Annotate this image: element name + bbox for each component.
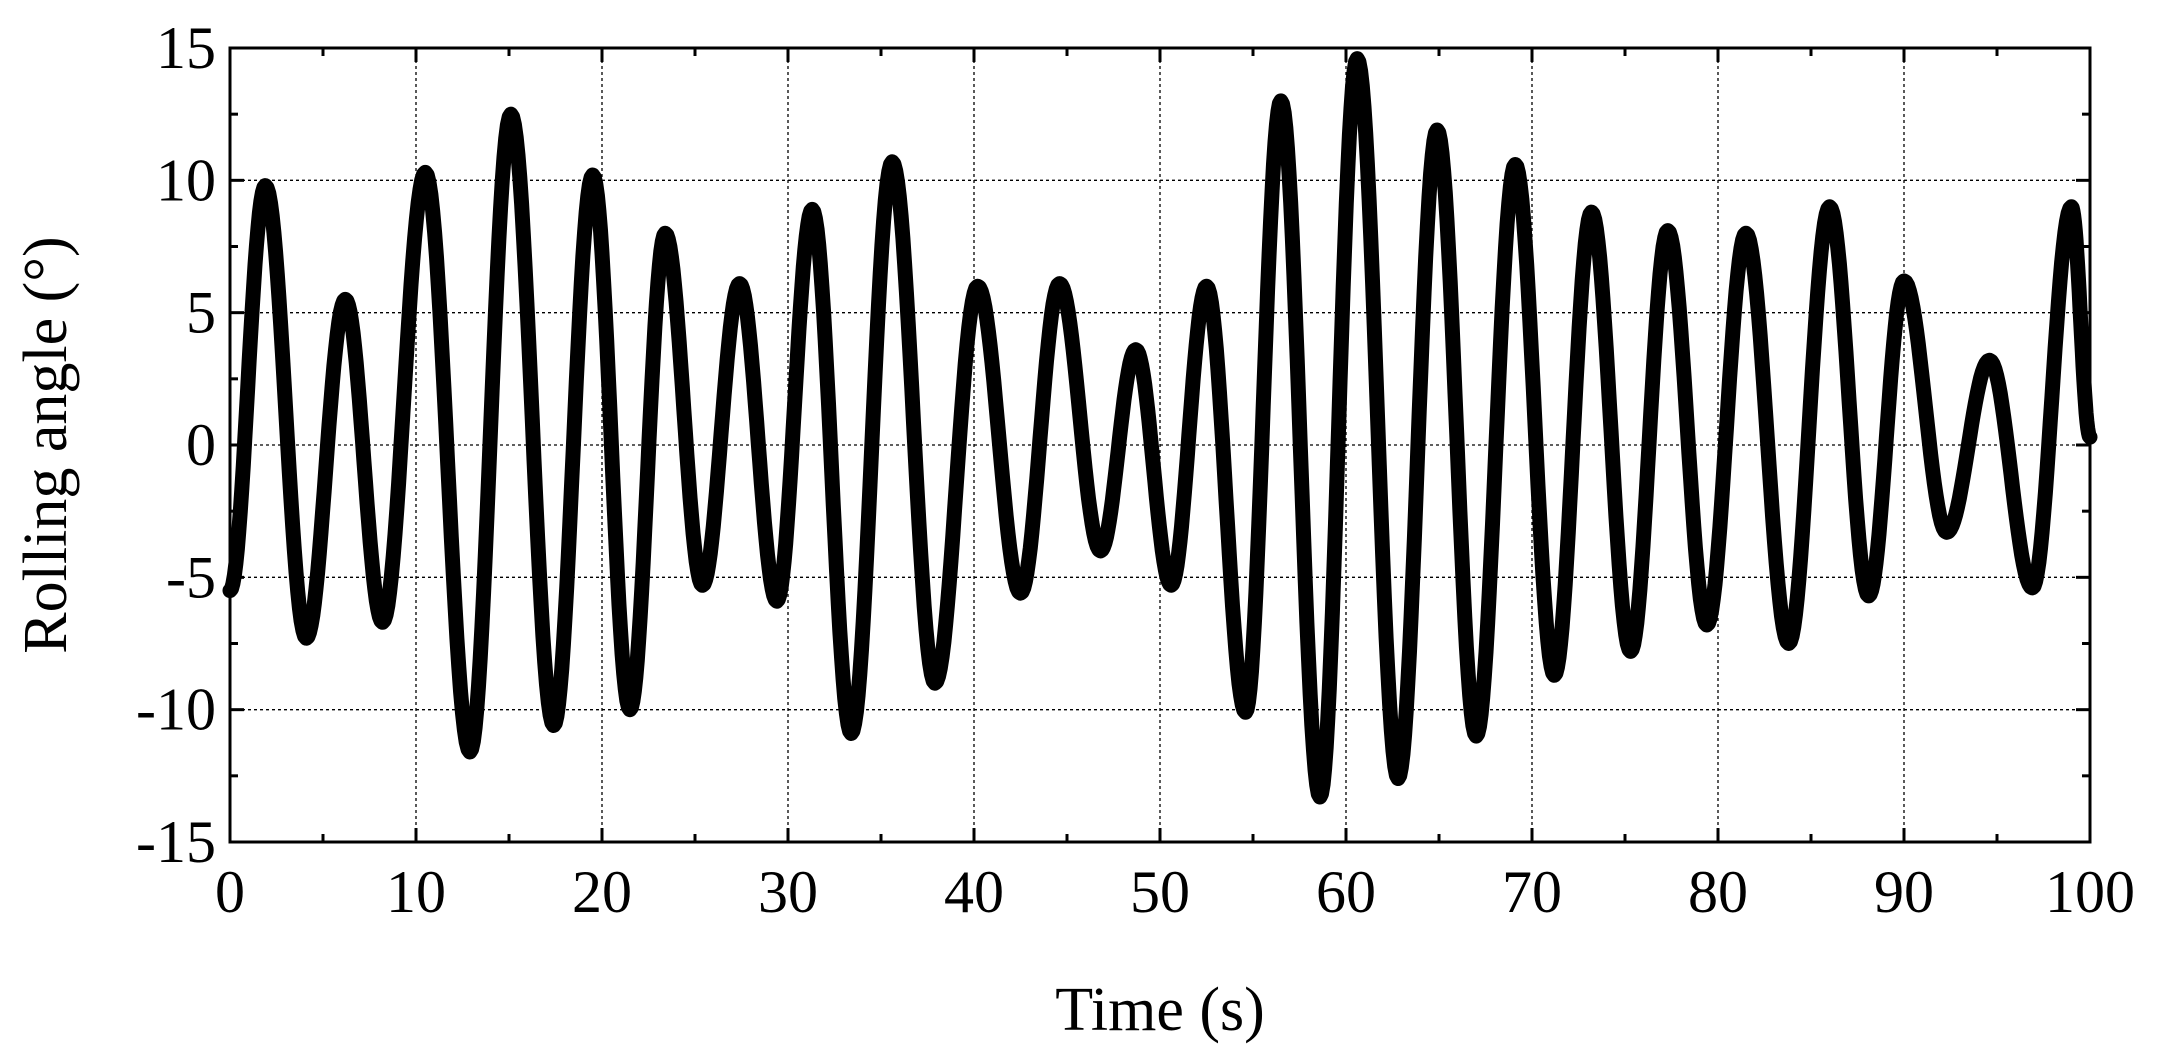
- y-tick-label: 10: [156, 147, 216, 213]
- x-tick-label: 60: [1316, 859, 1376, 925]
- x-tick-labels: 0 10 20 30 40 50 60 70 80 90 100: [215, 859, 2135, 925]
- x-tick-label: 10: [386, 859, 446, 925]
- y-tick-label: -10: [136, 677, 216, 743]
- x-tick-label: 100: [2045, 859, 2135, 925]
- y-tick-label: -5: [166, 544, 216, 610]
- y-tick-label: 0: [186, 412, 216, 478]
- x-tick-label: 40: [944, 859, 1004, 925]
- y-tick-labels: -15 -10 -5 0 5 10 15: [136, 15, 216, 875]
- x-tick-label: 70: [1502, 859, 1562, 925]
- x-tick-label: 80: [1688, 859, 1748, 925]
- x-tick-label: 90: [1874, 859, 1934, 925]
- y-tick-label: -15: [136, 809, 216, 875]
- x-tick-label: 30: [758, 859, 818, 925]
- x-tick-label: 20: [572, 859, 632, 925]
- x-axis-title: Time (s): [1055, 976, 1265, 1044]
- x-tick-label: 50: [1130, 859, 1190, 925]
- y-axis-title: Rolling angle (°): [12, 236, 80, 653]
- y-tick-label: 15: [156, 15, 216, 81]
- x-tick-label: 0: [215, 859, 245, 925]
- y-tick-label: 5: [186, 280, 216, 346]
